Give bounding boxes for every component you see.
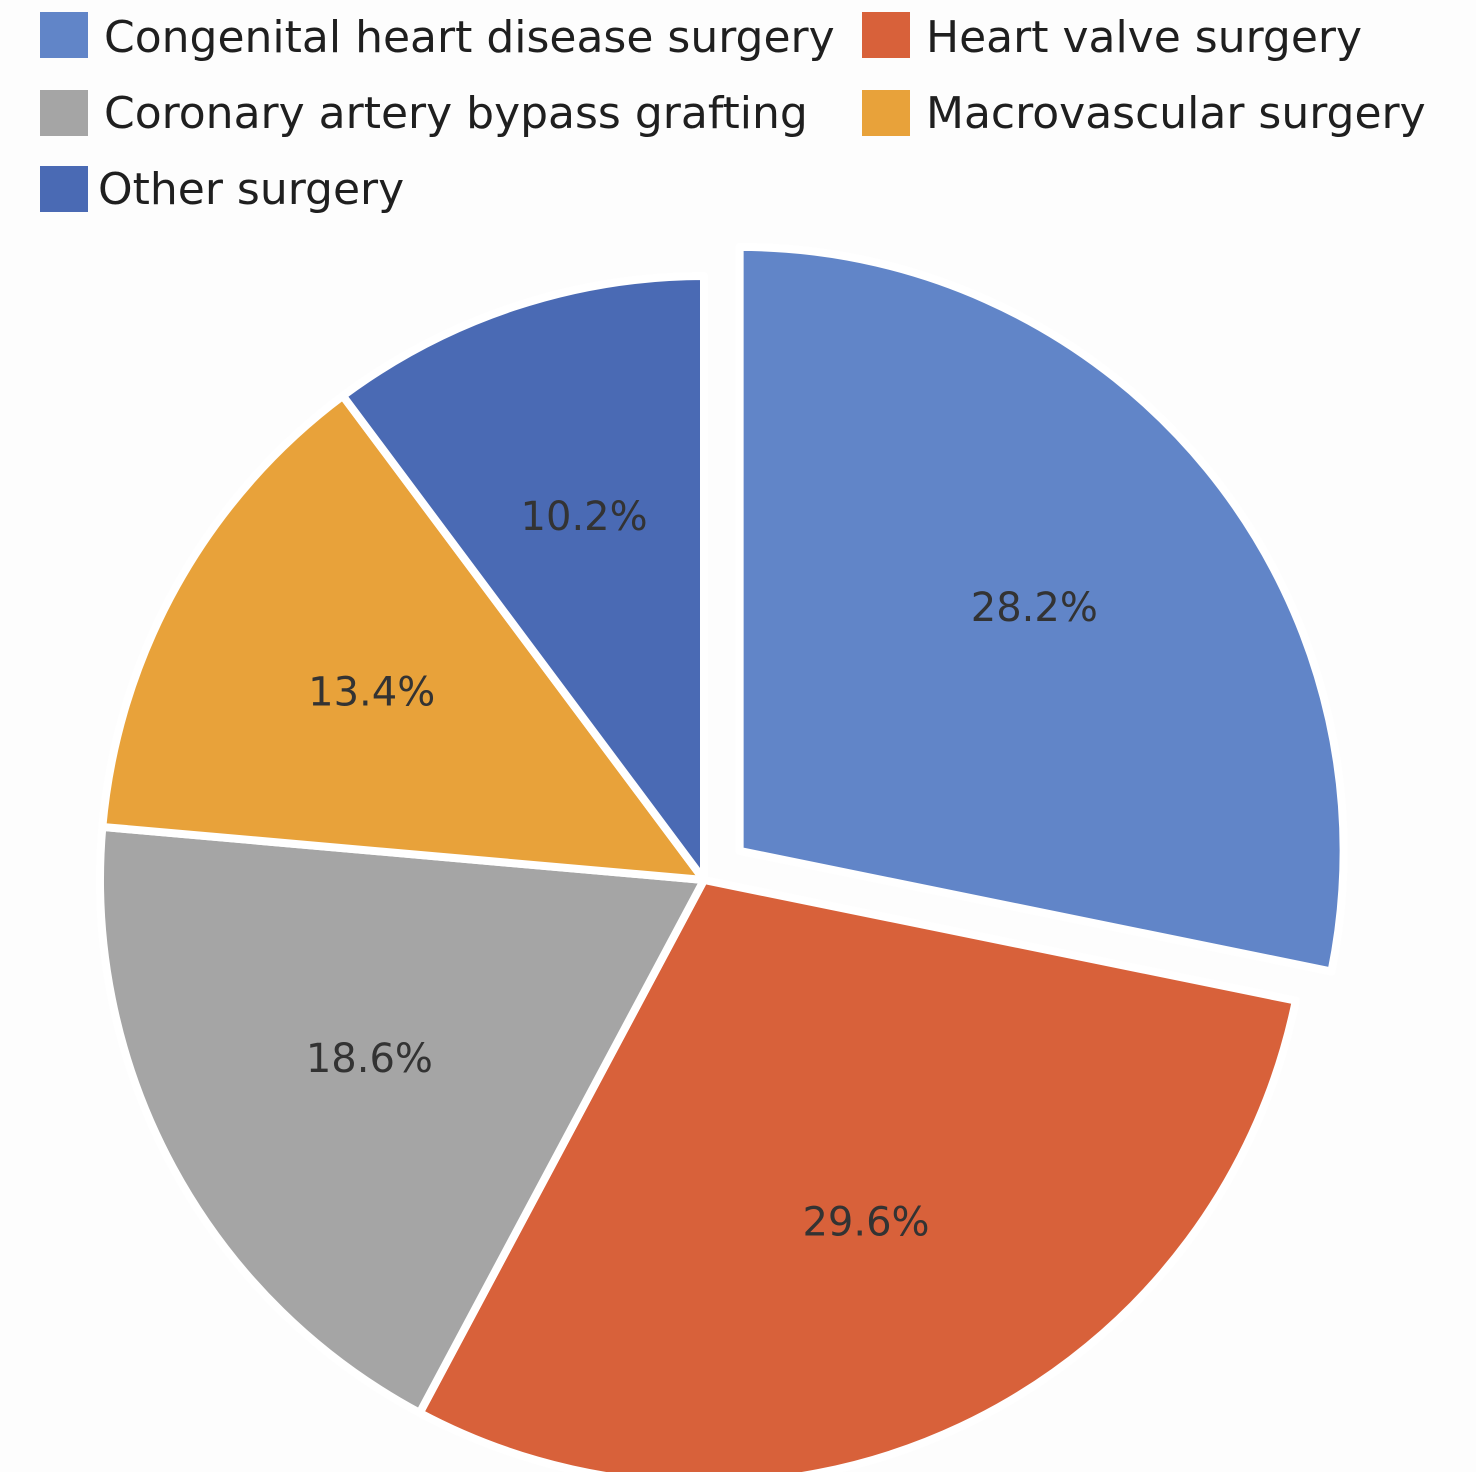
legend-item-1: Heart valve surgery: [862, 12, 1362, 63]
legend-swatch-0: [40, 12, 88, 58]
legend-label-3: Macrovascular surgery: [926, 88, 1426, 139]
legend: Congenital heart disease surgery Heart va…: [40, 12, 1426, 215]
legend-label-2: Coronary artery bypass grafting: [104, 88, 808, 139]
legend-swatch-2: [40, 90, 88, 136]
pie-slice-2: [96, 822, 708, 1417]
pie-slice-4: [338, 272, 708, 884]
legend-item-3: Macrovascular surgery: [862, 88, 1426, 139]
pie-slice-3: [98, 391, 708, 884]
slice-labels: 28.2% 29.6% 18.6% 13.4% 10.2%: [306, 494, 1098, 1246]
legend-item-0: Congenital heart disease surgery: [40, 12, 835, 63]
legend-label-1: Heart valve surgery: [926, 12, 1362, 63]
slice-label-3: 13.4%: [308, 670, 435, 716]
legend-label-0: Congenital heart disease surgery: [104, 12, 835, 63]
pie-slice-0: [735, 242, 1348, 976]
legend-swatch-1: [862, 12, 910, 58]
slice-label-0: 28.2%: [971, 585, 1098, 631]
legend-swatch-3: [862, 90, 910, 136]
legend-item-2: Coronary artery bypass grafting: [40, 88, 808, 139]
legend-item-4: Other surgery: [40, 164, 404, 215]
pie-slices: [96, 242, 1348, 1472]
legend-label-4: Other surgery: [98, 164, 404, 215]
slice-label-2: 18.6%: [306, 1036, 433, 1082]
pie-slice-1: [415, 876, 1300, 1472]
legend-swatch-4: [40, 166, 88, 212]
slice-label-1: 29.6%: [802, 1199, 929, 1245]
slice-label-4: 10.2%: [521, 494, 648, 540]
